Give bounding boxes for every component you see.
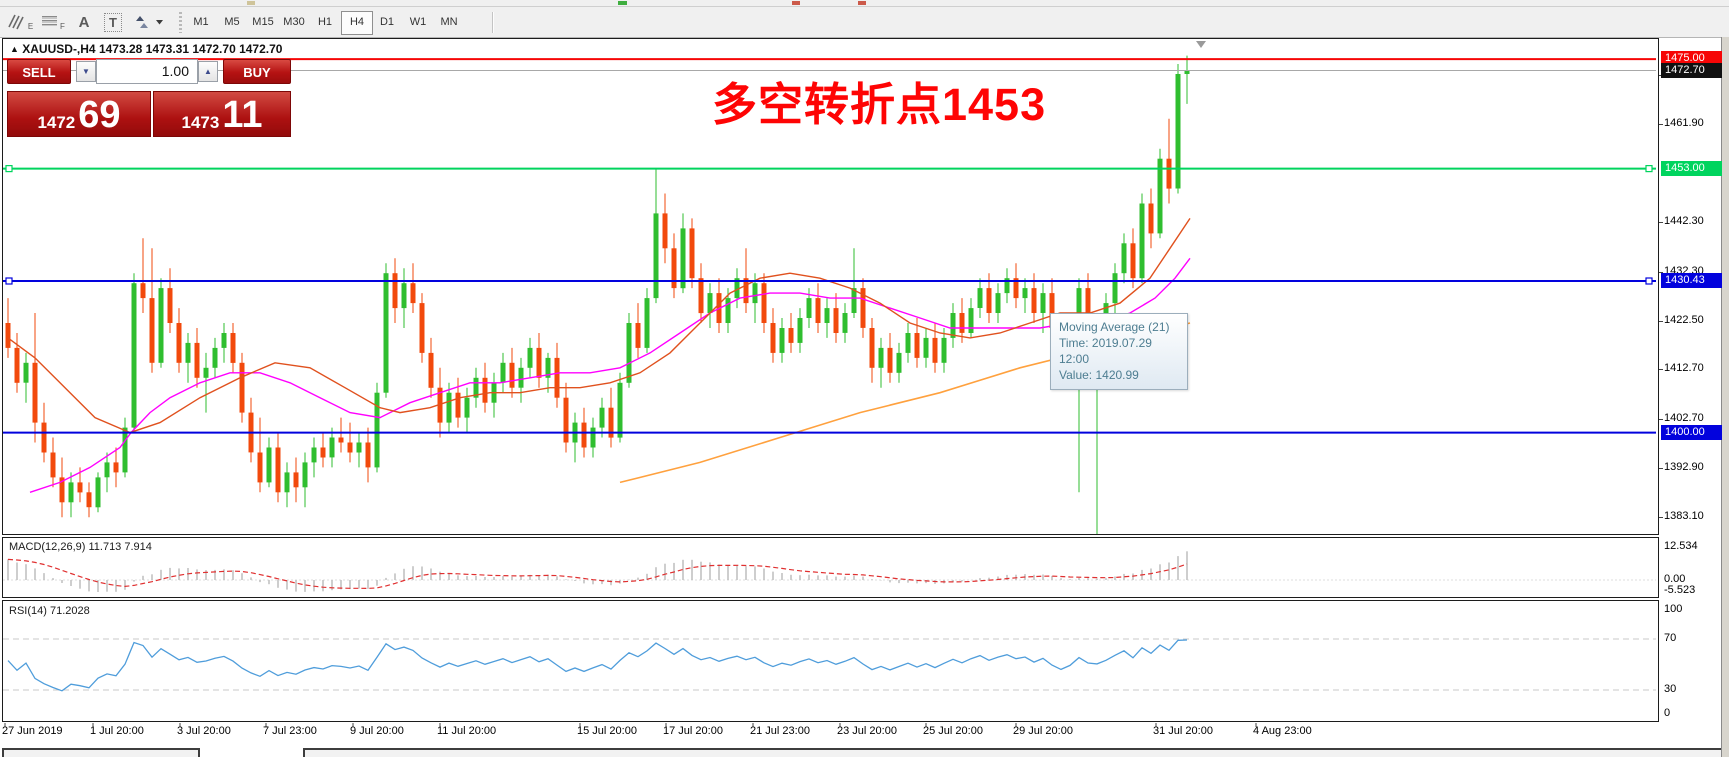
date-axis: [2, 723, 1657, 747]
ma-tooltip: Moving Average (21) Time: 2019.07.29 12:…: [1050, 313, 1188, 390]
buy-price-small: 1473: [181, 113, 220, 132]
price-badge-1472.70: 1472.70: [1661, 63, 1722, 78]
timeframe-button-H1[interactable]: H1: [317, 16, 333, 28]
toolbar-separator: [492, 12, 494, 33]
timeframe-button-H4[interactable]: H4: [341, 11, 373, 35]
chart-annotation-text: 多空转折点1453: [712, 79, 1047, 130]
buy-button[interactable]: BUY: [223, 59, 291, 84]
date-axis-label: 11 Jul 20:00: [437, 725, 497, 737]
price-badge-1430.43: 1430.43: [1661, 273, 1722, 288]
date-axis-label: 7 Jul 23:00: [263, 725, 317, 737]
tooltip-line1: Moving Average (21): [1059, 320, 1170, 334]
partial-icon: [792, 1, 800, 5]
price-badge-1453.00: 1453.00: [1661, 161, 1722, 176]
date-axis-label: 3 Jul 20:00: [177, 725, 231, 737]
volume-input[interactable]: 1.00: [96, 59, 198, 84]
buy-price-big: 11: [222, 94, 263, 136]
icon-sub-label: F: [60, 22, 65, 31]
price-tick: [1659, 222, 1663, 223]
partial-bottom-panel: [303, 748, 1723, 757]
rsi-label: RSI(14) 71.2028: [9, 605, 90, 617]
rsi-axis-label: 0: [1664, 707, 1671, 719]
chart-title-text: XAUUSD-,H4 1473.28 1473.31 1472.70 1472.…: [22, 42, 283, 56]
price-badge-1475.00: 1475.00: [1661, 51, 1722, 66]
icon-sub-label: E: [27, 22, 34, 31]
timeframe-button-MN[interactable]: MN: [440, 16, 458, 28]
date-axis-label: 15 Jul 20:00: [577, 725, 637, 737]
rsi-axis-label: 70: [1664, 632, 1677, 644]
top-partial-toolbar: [0, 0, 1729, 7]
timeframe-button-M1[interactable]: M1: [193, 16, 209, 28]
date-axis-label: 25 Jul 20:00: [923, 725, 983, 737]
date-axis-label: 21 Jul 23:00: [750, 725, 810, 737]
macd-axis-label: -5.523: [1664, 584, 1696, 596]
buy-price-display[interactable]: 1473 11: [153, 91, 291, 137]
date-axis-label: 27 Jun 2019: [2, 725, 63, 737]
price-tick-label: 1412.70: [1664, 362, 1704, 374]
partial-bottom-panel: [2, 748, 200, 757]
macd-axis-label: 0.00: [1664, 573, 1686, 585]
sell-price-small: 1472: [37, 113, 76, 132]
price-tick: [1659, 272, 1663, 273]
timeframe-button-M5[interactable]: M5: [224, 16, 240, 28]
volume-decrease-button[interactable]: ▼: [76, 61, 96, 82]
volume-increase-button[interactable]: ▲: [198, 61, 218, 82]
rsi-axis-label: 30: [1664, 683, 1677, 695]
price-tick: [1659, 124, 1663, 125]
rsi-panel[interactable]: [2, 600, 1659, 722]
rsi-axis-label: 100: [1664, 603, 1683, 615]
date-axis-label: 4 Aug 23:00: [1253, 725, 1312, 737]
price-tick-label: 1383.10: [1664, 510, 1704, 522]
date-axis-label: 31 Jul 20:00: [1153, 725, 1213, 737]
indicators-icon[interactable]: E: [6, 10, 34, 34]
text-box-icon[interactable]: T: [100, 10, 126, 34]
date-axis-label: 17 Jul 20:00: [663, 725, 723, 737]
timeframe-button-M15[interactable]: M15: [252, 16, 274, 28]
objects-arrows-icon[interactable]: [132, 10, 168, 34]
macd-axis-label: 12.534: [1664, 540, 1698, 552]
price-tick: [1659, 517, 1663, 518]
one-click-trade-panel: SELL ▼ 1.00 ▲ BUY 1472 69 1473 11: [7, 59, 291, 137]
macd-label: MACD(12,26,9) 11.713 7.914: [9, 541, 152, 553]
partial-icon: [247, 1, 255, 5]
price-badge-1400.00: 1400.00: [1661, 425, 1722, 440]
date-axis-label: 9 Jul 20:00: [350, 725, 404, 737]
price-tick-label: 1461.90: [1664, 117, 1704, 129]
price-tick-label: 1402.70: [1664, 412, 1704, 424]
partial-icon: [858, 1, 866, 5]
price-tick: [1659, 419, 1663, 420]
price-tick: [1659, 321, 1663, 322]
text-label-icon[interactable]: A: [78, 13, 90, 31]
price-tick-label: 1442.30: [1664, 215, 1704, 227]
timeframe-button-M30[interactable]: M30: [283, 16, 305, 28]
partial-icon: [618, 1, 627, 5]
sell-price-big: 69: [78, 94, 121, 136]
date-axis-label: 29 Jul 20:00: [1013, 725, 1073, 737]
timeframe-button-W1[interactable]: W1: [409, 16, 427, 28]
macd-panel[interactable]: [2, 537, 1659, 598]
price-tick: [1659, 468, 1663, 469]
tooltip-line3: Value: 1420.99: [1059, 368, 1139, 382]
date-axis-label: 23 Jul 20:00: [837, 725, 897, 737]
price-tick-label: 1392.90: [1664, 461, 1704, 473]
sell-price-display[interactable]: 1472 69: [7, 91, 151, 137]
chart-toolbar: E F A T M1 M5 M15 M30 H1 H4 D1 W1 MN: [0, 7, 1729, 38]
sell-button[interactable]: SELL: [7, 59, 71, 84]
collapse-arrow-icon[interactable]: ▲: [10, 44, 19, 54]
toolbar-grip: [179, 12, 182, 33]
grid-icon[interactable]: F: [38, 10, 68, 34]
icon-t-glyph: T: [104, 12, 122, 32]
tooltip-line2: Time: 2019.07.29 12:00: [1059, 336, 1152, 366]
price-tick: [1659, 369, 1663, 370]
window-right-edge: [1721, 37, 1729, 757]
date-axis-label: 1 Jul 20:00: [90, 725, 144, 737]
chart-title: ▲ XAUUSD-,H4 1473.28 1473.31 1472.70 147…: [10, 42, 282, 56]
timeframe-button-D1[interactable]: D1: [379, 16, 395, 28]
price-tick-label: 1422.50: [1664, 314, 1704, 326]
